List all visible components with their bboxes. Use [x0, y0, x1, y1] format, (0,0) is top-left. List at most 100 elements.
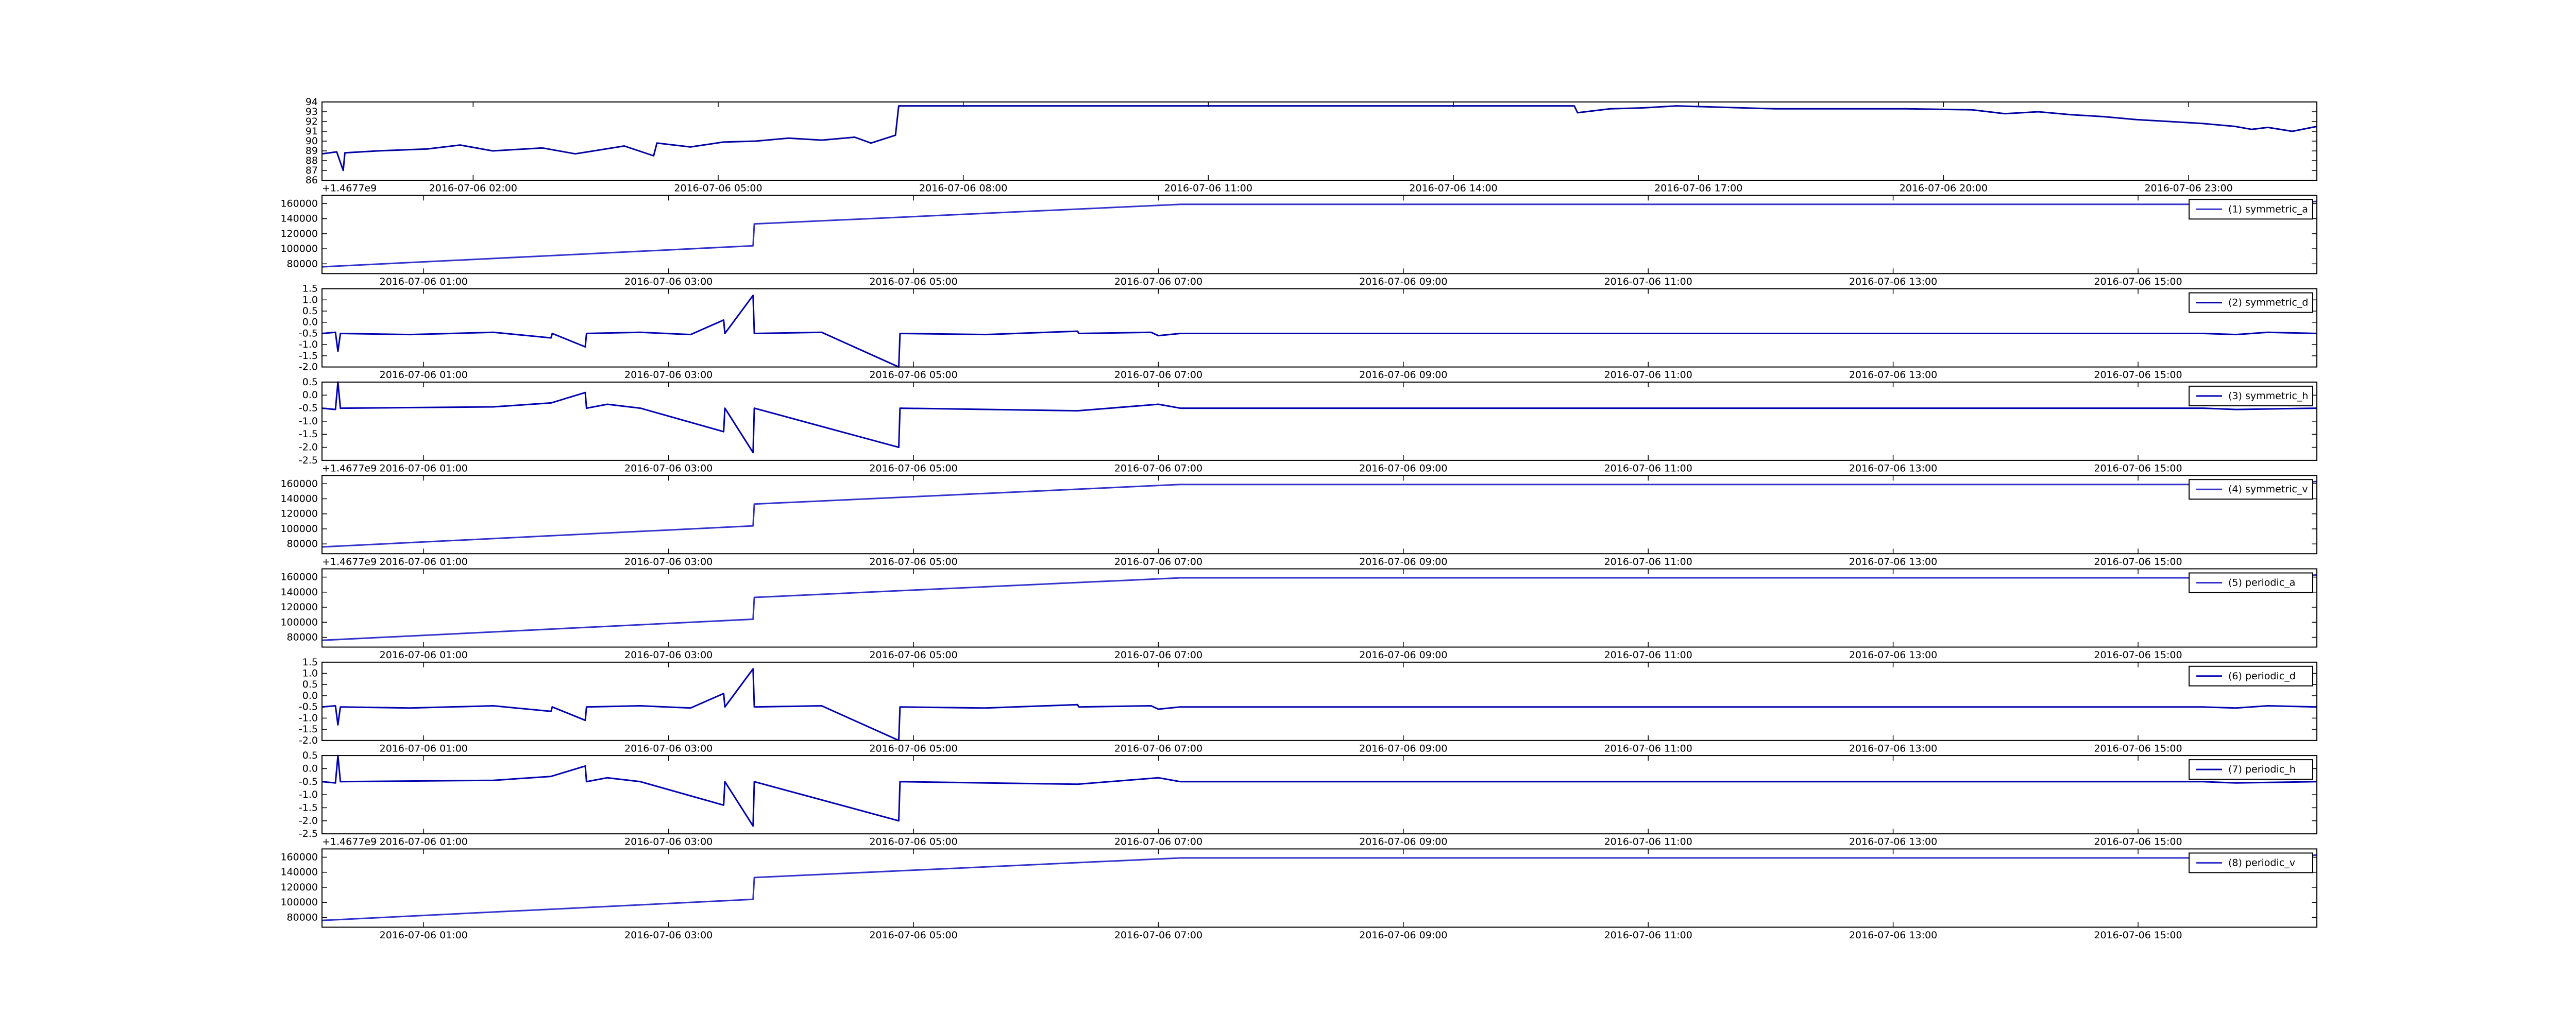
y-tick-label: 87 — [306, 165, 318, 176]
y-tick-label: 0.5 — [302, 376, 318, 388]
x-tick-label: 2016-07-06 11:00 — [1604, 369, 1692, 381]
x-tick-label: 2016-07-06 05:00 — [869, 276, 957, 287]
legend-label: (3) symmetric_h — [2228, 390, 2308, 402]
subplot — [322, 662, 2317, 741]
y-tick-label: -2.0 — [299, 735, 318, 746]
legend-box — [2189, 572, 2313, 593]
y-tick-label: 160000 — [280, 478, 318, 489]
y-tick-label: 93 — [306, 106, 318, 117]
y-tick-label: -1.0 — [299, 712, 318, 724]
x-tick-label: 2016-07-06 13:00 — [1849, 743, 1937, 754]
axes-frame — [321, 195, 2317, 274]
data-line — [321, 105, 2317, 171]
x-tick-label: 2016-07-06 11:00 — [1604, 276, 1692, 287]
legend-label: (8) periodic_v — [2228, 857, 2295, 868]
axes-frame — [321, 755, 2317, 835]
y-tick-label: -1.5 — [299, 428, 318, 440]
x-tick-label: 2016-07-06 07:00 — [1114, 462, 1202, 474]
subplot — [322, 756, 2317, 834]
legend-label: (1) symmetric_a — [2228, 203, 2308, 215]
x-tick-label: 2016-07-06 03:00 — [624, 369, 713, 381]
offset-text: +1.4677e9 — [322, 556, 377, 568]
x-tick-label: 2016-07-06 13:00 — [1849, 276, 1937, 287]
x-tick-label: 2016-07-06 13:00 — [1849, 556, 1937, 568]
x-tick-label: 2016-07-06 01:00 — [380, 462, 468, 474]
data-line — [321, 295, 2317, 368]
x-tick-label: 2016-07-06 15:00 — [2094, 556, 2182, 568]
x-tick-label: 2016-07-06 11:00 — [1604, 930, 1692, 941]
x-tick-label: 2016-07-06 15:00 — [2094, 276, 2182, 287]
y-tick-label: 80000 — [287, 258, 318, 269]
x-tick-label: 2016-07-06 01:00 — [380, 930, 468, 941]
x-tick-label: 2016-07-06 13:00 — [1849, 462, 1937, 474]
subplot — [322, 382, 2317, 460]
x-tick-label: 2016-07-06 07:00 — [1114, 276, 1202, 287]
axes-background — [322, 382, 2317, 460]
x-tick-label: 2016-07-06 17:00 — [1654, 183, 1742, 194]
y-tick-label: 100000 — [280, 897, 318, 908]
axes-frame — [321, 661, 2317, 741]
x-tick-label: 2016-07-06 15:00 — [2094, 743, 2182, 754]
x-tick-label: 2016-07-06 15:00 — [2094, 930, 2182, 941]
y-tick-label: 89 — [306, 145, 318, 157]
y-tick-label: 140000 — [280, 213, 318, 225]
x-tick-label: 2016-07-06 05:00 — [869, 836, 957, 848]
y-tick-label: -2.5 — [299, 828, 318, 839]
data-line — [321, 381, 2317, 454]
y-tick-label: -2.5 — [299, 455, 318, 466]
x-tick-label: 2016-07-06 14:00 — [1409, 183, 1497, 194]
x-tick-label: 2016-07-06 23:00 — [2144, 183, 2232, 194]
y-tick-label: 0.5 — [302, 679, 318, 690]
x-tick-label: 2016-07-06 15:00 — [2094, 836, 2182, 848]
axes-background — [322, 662, 2317, 741]
x-tick-label: 2016-07-06 11:00 — [1604, 649, 1692, 661]
x-tick-label: 2016-07-06 01:00 — [380, 369, 468, 381]
x-tick-label: 2016-07-06 11:00 — [1604, 836, 1692, 848]
x-tick-label: 2016-07-06 05:00 — [869, 930, 957, 941]
axes-background — [322, 849, 2317, 928]
y-tick-label: 80000 — [287, 538, 318, 550]
x-tick-label: 2016-07-06 13:00 — [1849, 369, 1937, 381]
x-tick-label: 2016-07-06 09:00 — [1359, 743, 1447, 754]
x-tick-label: 2016-07-06 09:00 — [1359, 462, 1447, 474]
axes-frame — [321, 381, 2317, 461]
y-tick-label: 100000 — [280, 523, 318, 535]
y-tick-label: -1.5 — [299, 802, 318, 813]
y-tick-label: 0.0 — [302, 317, 318, 328]
y-tick-label: 92 — [306, 116, 318, 127]
x-tick-label: 2016-07-06 11:00 — [1604, 743, 1692, 754]
legend-label: (4) symmetric_v — [2228, 484, 2308, 495]
x-tick-label: 2016-07-06 08:00 — [919, 183, 1007, 194]
x-tick-label: 2016-07-06 07:00 — [1114, 369, 1202, 381]
x-tick-label: 2016-07-06 11:00 — [1164, 183, 1252, 194]
axes-background — [322, 195, 2317, 274]
x-tick-label: 2016-07-06 03:00 — [624, 556, 713, 568]
data-line — [321, 754, 2317, 827]
y-tick-label: -0.5 — [299, 328, 318, 339]
y-tick-label: 88 — [306, 155, 318, 166]
axes-background — [322, 475, 2317, 554]
subplot — [322, 849, 2317, 928]
y-tick-label: 86 — [306, 175, 318, 186]
x-tick-label: 2016-07-06 05:00 — [869, 743, 957, 754]
y-tick-label: 0.5 — [302, 305, 318, 317]
y-tick-label: 120000 — [280, 602, 318, 613]
y-tick-label: 160000 — [280, 198, 318, 209]
y-tick-label: 91 — [306, 126, 318, 137]
x-tick-label: 2016-07-06 05:00 — [674, 183, 762, 194]
y-tick-label: 140000 — [280, 867, 318, 878]
y-tick-label: 80000 — [287, 632, 318, 643]
y-tick-label: 0.0 — [302, 690, 318, 701]
y-tick-label: 120000 — [280, 882, 318, 893]
x-tick-label: 2016-07-06 15:00 — [2094, 462, 2182, 474]
x-tick-label: 2016-07-06 07:00 — [1114, 836, 1202, 848]
y-tick-label: 120000 — [280, 228, 318, 239]
x-tick-label: 2016-07-06 09:00 — [1359, 369, 1447, 381]
axes-background — [322, 288, 2317, 367]
subplot — [322, 569, 2317, 647]
y-tick-label: 120000 — [280, 508, 318, 520]
y-tick-label: -1.5 — [299, 350, 318, 362]
x-tick-label: 2016-07-06 01:00 — [380, 276, 468, 287]
legend-label: (6) periodic_d — [2228, 671, 2296, 682]
